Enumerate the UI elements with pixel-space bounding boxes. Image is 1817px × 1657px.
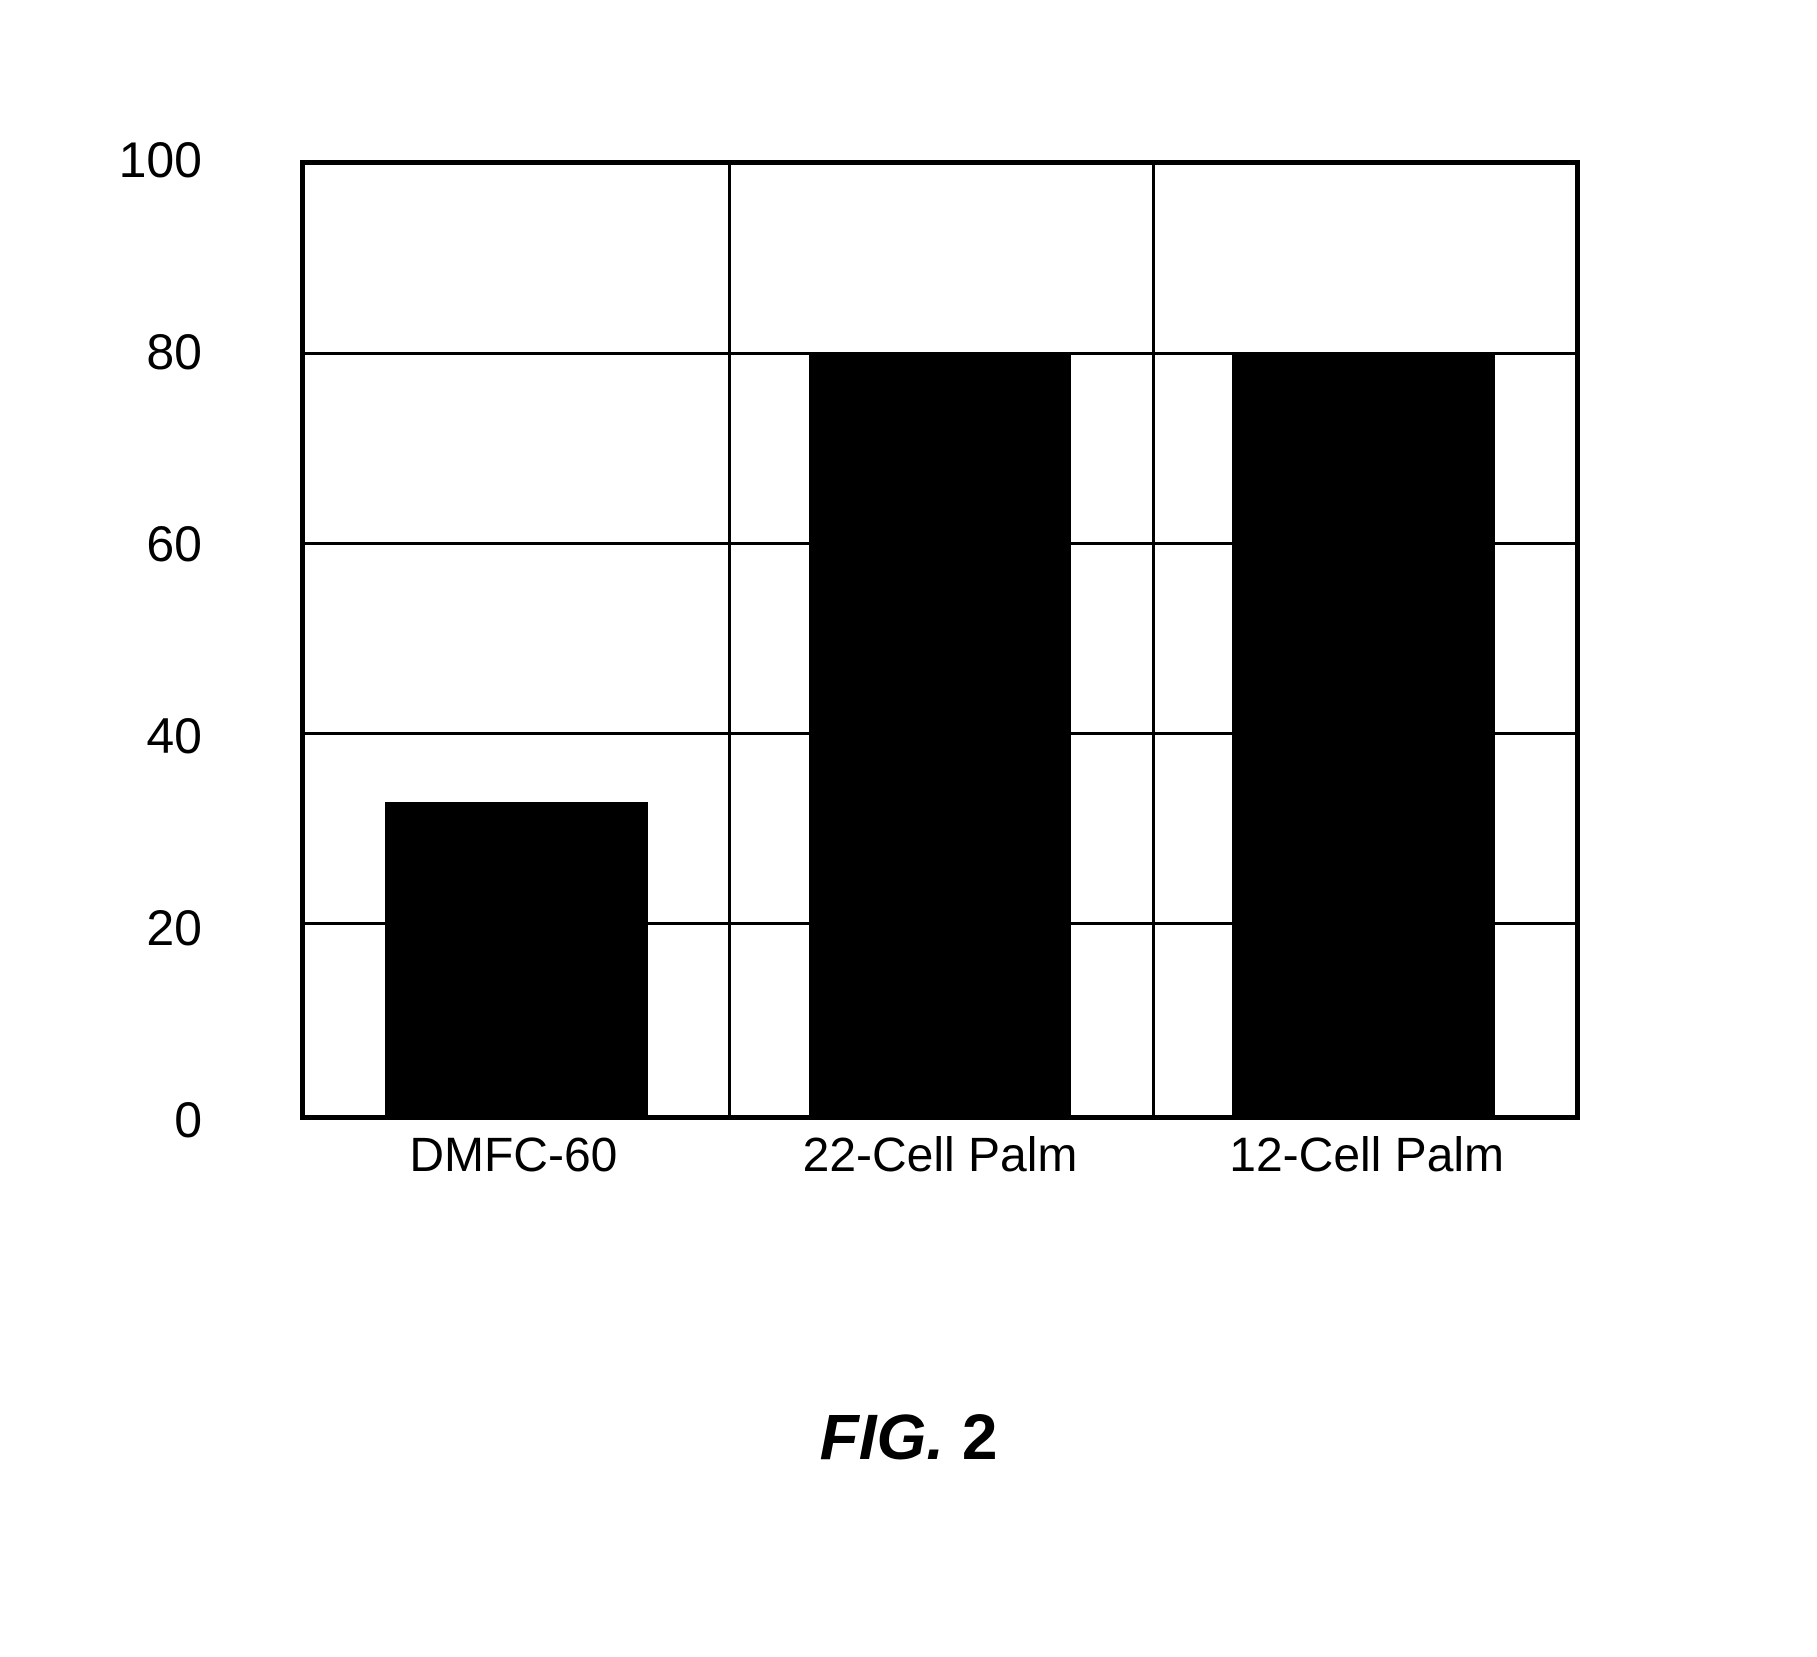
bars-layer [305, 165, 1575, 1115]
bar [1232, 355, 1494, 1115]
bar-chart: Specific Power (W/kg) 020406080100 DMFC-… [220, 160, 1580, 1180]
page: Specific Power (W/kg) 020406080100 DMFC-… [0, 0, 1817, 1657]
figure-caption-number: 2 [962, 1401, 998, 1473]
bar [385, 802, 647, 1116]
y-tick-label: 100 [119, 131, 202, 189]
figure-caption: FIG. 2 [0, 1400, 1817, 1474]
x-tick-label: 12-Cell Palm [1229, 1128, 1504, 1183]
y-tick-label: 60 [146, 515, 202, 573]
bar [809, 355, 1071, 1115]
y-tick-label: 40 [146, 707, 202, 765]
figure-caption-prefix: FIG. [820, 1401, 962, 1473]
plot-area [300, 160, 1580, 1120]
x-tick-label: 22-Cell Palm [803, 1128, 1078, 1183]
x-tick-label: DMFC-60 [409, 1128, 617, 1183]
y-tick-label: 0 [174, 1091, 202, 1149]
y-tick-label: 20 [146, 899, 202, 957]
y-tick-label: 80 [146, 323, 202, 381]
